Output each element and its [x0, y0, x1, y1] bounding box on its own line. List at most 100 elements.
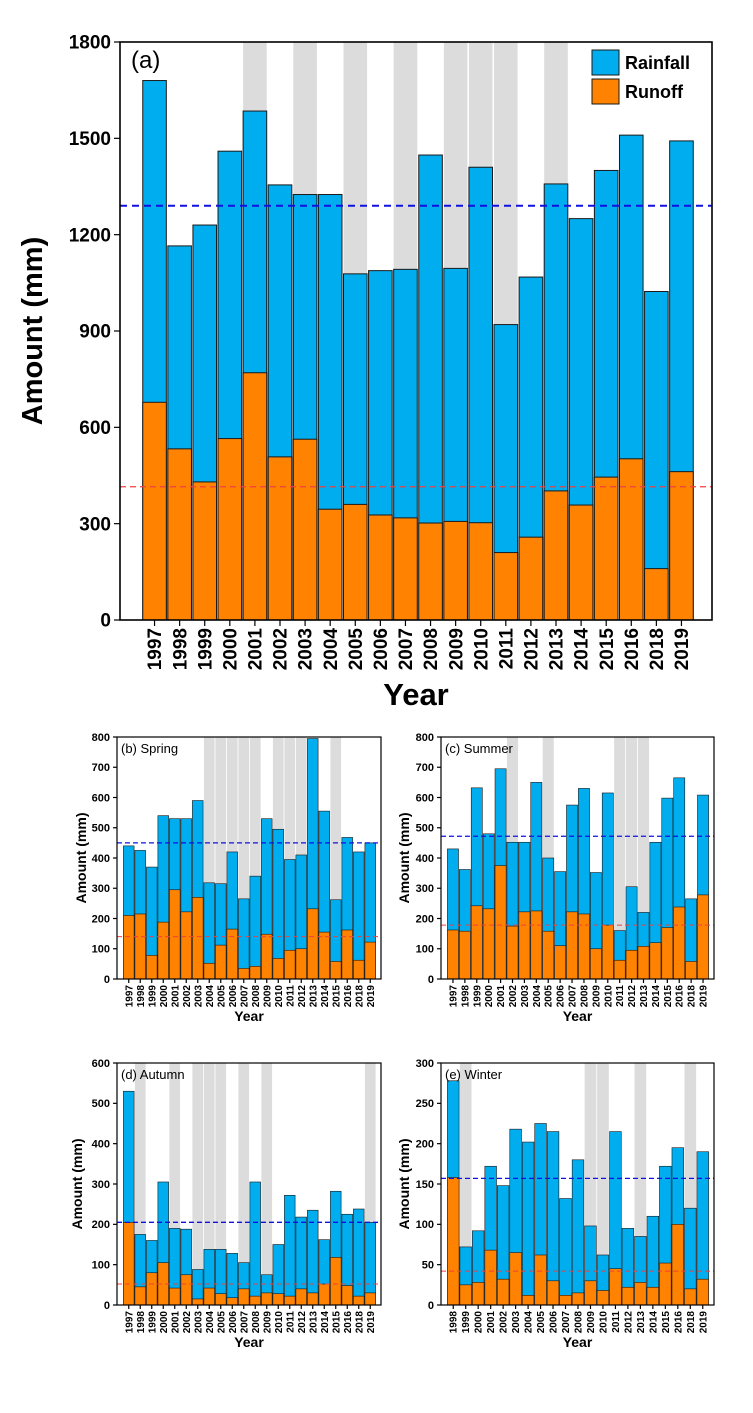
x-tick-label: 1999: [195, 628, 216, 670]
runoff-bar: [341, 929, 353, 980]
x-tick-label: 2012: [297, 1311, 308, 1334]
x-tick-label: 2001: [496, 985, 507, 1008]
runoff-bar: [261, 933, 273, 980]
runoff-bar: [530, 910, 543, 980]
runoff-bar: [317, 508, 343, 621]
runoff-bar: [447, 929, 459, 980]
x-tick-label: 2010: [274, 1311, 285, 1334]
runoff-bar: [330, 1257, 342, 1306]
y-tick-label: 900: [79, 322, 111, 343]
x-tick-label: 2007: [568, 985, 579, 1008]
runoff-bar: [578, 913, 590, 980]
shaded-year-band: [261, 1063, 273, 1305]
runoff-bar: [169, 1287, 181, 1306]
shaded-year-band: [364, 1063, 376, 1305]
x-tick-label: 2006: [549, 1311, 560, 1334]
x-tick-label: 2012: [522, 628, 543, 670]
x-tick-label: 2006: [556, 985, 567, 1008]
runoff-bar: [443, 520, 468, 621]
legend: Rainfall Runoff: [591, 49, 690, 105]
y-tick-label: 700: [92, 762, 110, 774]
y-tick-label: 0: [104, 1300, 110, 1312]
x-tick-label: 2014: [648, 1311, 659, 1334]
x-tick-label: 2008: [251, 985, 262, 1008]
runoff-bar: [353, 1295, 365, 1306]
runoff-bar: [249, 965, 261, 980]
x-tick-label: 2018: [647, 628, 668, 670]
shaded-year-band: [238, 737, 250, 979]
x-tick-label: 2010: [598, 1311, 609, 1334]
x-tick-label: 2008: [579, 985, 590, 1008]
shaded-year-band: [584, 1063, 597, 1305]
y-tick-label: 700: [416, 762, 434, 774]
y-tick-label: 1500: [69, 129, 111, 150]
x-tick-label: 2003: [193, 985, 204, 1008]
x-tick-label: 2013: [636, 1311, 647, 1334]
y-tick-label: 200: [416, 1139, 434, 1151]
x-tick-label: 2015: [663, 985, 674, 1008]
runoff-bar: [203, 1287, 215, 1306]
x-tick-label: 2005: [346, 628, 367, 671]
runoff-bar: [226, 1297, 238, 1306]
x-tick-label: 2018: [354, 1311, 365, 1334]
rainfall-bar: [559, 1198, 572, 1306]
shaded-year-band: [597, 1063, 609, 1305]
x-tick-label: 2019: [672, 628, 693, 670]
x-tick-label: 2013: [308, 985, 319, 1008]
x-tick-label: 2012: [297, 985, 308, 1008]
x-tick-label: 2014: [320, 985, 331, 1008]
runoff-bar: [318, 1283, 330, 1306]
x-tick-label: 2009: [262, 1311, 273, 1334]
y-tick-label: 400: [92, 1139, 110, 1151]
runoff-bar: [543, 490, 569, 621]
x-tick-label: 2012: [623, 1311, 634, 1334]
x-tick-label: 2003: [193, 1311, 204, 1334]
x-tick-label: 2019: [366, 1311, 377, 1334]
x-tick-label: 2018: [687, 985, 698, 1008]
x-tick-label: 1997: [124, 1311, 135, 1334]
runoff-bar: [459, 930, 471, 980]
x-tick-label: 2004: [524, 1311, 535, 1334]
x-tick-label: 2000: [484, 985, 495, 1008]
runoff-bar: [482, 908, 495, 980]
runoff-bar: [506, 925, 519, 980]
x-tick-label: 2000: [220, 628, 241, 670]
rainfall-bar: [364, 1222, 376, 1306]
runoff-bar: [368, 514, 393, 621]
y-tick-label: 200: [92, 1219, 110, 1231]
x-tick-label: 2013: [547, 628, 568, 670]
x-tick-label: 2016: [343, 985, 354, 1008]
runoff-bar: [459, 1284, 472, 1306]
runoff-bar: [625, 949, 638, 980]
runoff-bar: [284, 949, 296, 980]
runoff-bar: [261, 1292, 273, 1306]
x-tick-label: 2016: [675, 985, 686, 1008]
shaded-year-band: [192, 1063, 204, 1305]
shaded-year-band: [637, 737, 650, 979]
panel-label: (c) Summer: [445, 741, 514, 756]
shaded-year-band: [459, 1063, 472, 1305]
x-axis-title: Year: [383, 677, 449, 712]
x-axis-title: Year: [234, 1334, 264, 1350]
runoff-bar: [284, 1295, 296, 1306]
y-tick-label: 1800: [69, 33, 111, 54]
y-tick-label: 600: [79, 418, 111, 439]
y-tick-label: 0: [428, 974, 434, 986]
y-axis-title: Amount (mm): [69, 1139, 85, 1230]
y-axis-title: Amount (mm): [396, 813, 412, 904]
shaded-year-band: [215, 737, 227, 979]
y-tick-label: 100: [416, 1219, 434, 1231]
runoff-bar: [215, 944, 227, 980]
runoff-bar: [494, 865, 507, 980]
runoff-bar: [696, 1278, 709, 1306]
y-tick-label: 150: [416, 1179, 434, 1191]
runoff-bar: [621, 1286, 635, 1306]
x-tick-label: 2014: [320, 1311, 331, 1334]
x-tick-label: 1999: [147, 985, 158, 1008]
x-tick-label: 1999: [147, 1311, 158, 1334]
runoff-bar: [521, 1295, 535, 1306]
runoff-bar: [353, 959, 365, 980]
x-tick-label: 2001: [170, 985, 181, 1008]
runoff-bar: [267, 456, 293, 621]
